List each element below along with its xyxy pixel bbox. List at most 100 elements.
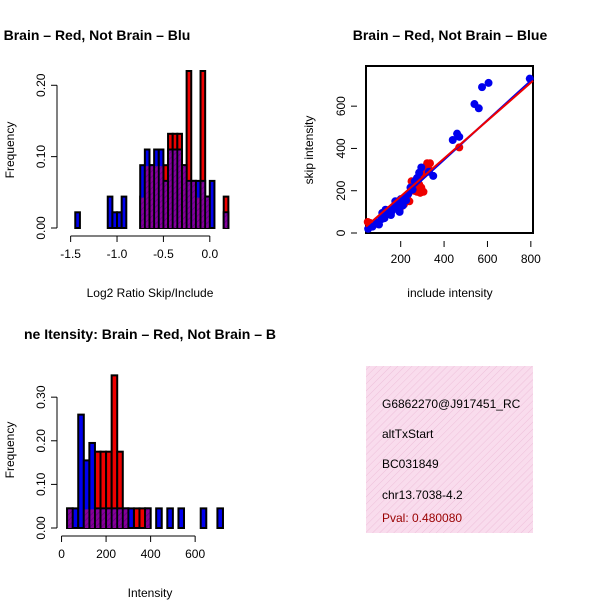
not-brain-bar: [74, 211, 81, 230]
intensity-histogram-panel: ne Itensity: Brain – Red, Not Brain – B …: [3, 326, 276, 600]
overlap-bar: [159, 166, 163, 228]
not-brain-point: [448, 135, 457, 144]
not-brain-point: [429, 171, 438, 180]
ratio-x-tick-label: -0.5: [153, 247, 174, 261]
overlap-bar: [118, 509, 122, 528]
accession-text: BC031849: [382, 457, 439, 471]
not-brain-point: [478, 83, 487, 92]
not-brain-bar: [208, 179, 216, 229]
not-brain-point: [474, 104, 483, 113]
intensity-x-tick-label: 600: [185, 547, 205, 561]
location-text: chr13.7038-4.2: [382, 488, 463, 502]
not-brain-point: [395, 207, 404, 216]
overlap-bar: [150, 166, 154, 228]
not-brain-bar: [155, 507, 163, 529]
intensity-histogram-title: ne Itensity: Brain – Red, Not Brain – B: [24, 326, 276, 342]
scatter-y-tick-label: 400: [334, 138, 348, 158]
ratio-y-tick-label: 0.10: [34, 145, 48, 169]
intensity-x-tick-label: 400: [141, 547, 161, 561]
intensity-y-tick-label: 0.00: [34, 516, 48, 540]
event-type-text: altTxStart: [382, 427, 434, 441]
not-brain-point: [484, 78, 493, 87]
ratio-histogram-bars: [74, 70, 230, 230]
intensity-x-tick-label: 0: [58, 547, 65, 561]
overlap-bar: [141, 197, 144, 228]
intensity-histogram-y-axis: 0.00 0.10 0.20 0.30: [34, 385, 58, 540]
scatter-y-axis: 0 200 400 600: [334, 96, 357, 236]
overlap-bar: [192, 181, 195, 228]
intensity-histogram-xlabel: Intensity: [128, 586, 173, 600]
ratio-y-tick-label: 0.20: [34, 73, 48, 97]
scatter-y-tick-label: 0: [334, 229, 348, 236]
scatter-points: [363, 74, 534, 233]
overlap-bar: [112, 509, 117, 528]
probe-info-background: [366, 366, 533, 533]
intensity-histogram-ylabel: Frequency: [3, 422, 17, 479]
brain-fit-line: [365, 80, 534, 228]
brain-point: [425, 159, 434, 168]
pval-text: Pval: 0.480080: [382, 511, 462, 525]
overlap-bar: [90, 509, 94, 528]
overlap-bar: [155, 166, 158, 228]
intensity-y-tick-label: 0.30: [34, 385, 48, 409]
scatter-x-tick-label: 400: [434, 252, 454, 266]
brain-point: [419, 187, 428, 196]
overlap-bar: [145, 166, 149, 228]
not-brain-bar: [166, 507, 174, 529]
not-brain-bar: [120, 195, 128, 230]
not-brain-point: [402, 196, 411, 205]
scatter-x-tick-label: 800: [521, 252, 541, 266]
intensity-histogram-x-axis: 0 200 400 600: [58, 535, 205, 561]
scatter-title: Brain – Red, Not Brain – Blue: [353, 27, 548, 43]
ratio-x-tick-label: -1.0: [107, 247, 128, 261]
not-brain-bar: [177, 507, 186, 529]
scatter-ylabel: skip intensity: [302, 116, 316, 185]
not-brain-point: [455, 132, 464, 141]
overlap-bar: [178, 150, 181, 228]
scatter-x-tick-label: 200: [391, 252, 411, 266]
probe-info-panel: G6862270@J917451_RC altTxStart BC031849 …: [366, 366, 533, 533]
overlap-bar: [123, 509, 128, 528]
overlap-bar: [182, 166, 186, 228]
overlap-bar: [84, 509, 89, 528]
overlap-bar: [187, 181, 191, 228]
intensity-scatter-panel: Brain – Red, Not Brain – Blue include in…: [302, 27, 547, 300]
overlap-bar: [101, 509, 106, 528]
ratio-x-tick-label: -1.5: [60, 247, 81, 261]
ratio-y-tick-label: 0.00: [34, 216, 48, 240]
overlap-bar: [201, 181, 205, 228]
overlap-bar: [146, 509, 150, 528]
ratio-histogram-ylabel: Frequency: [3, 122, 17, 179]
overlap-bar: [169, 150, 172, 228]
scatter-frame: [365, 65, 534, 234]
overlap-bar: [173, 150, 177, 228]
not-brain-point: [417, 163, 426, 172]
scatter-y-tick-label: 200: [334, 180, 348, 200]
overlap-bar: [206, 197, 209, 228]
intensity-y-tick-label: 0.10: [34, 472, 48, 496]
scatter-x-tick-label: 600: [477, 252, 497, 266]
ratio-x-tick-label: 0.0: [201, 247, 218, 261]
not-brain-bar: [127, 507, 135, 529]
ratio-histogram-x-axis: -1.5 -1.0 -0.5 0.0: [60, 235, 218, 261]
overlap-bar: [196, 197, 200, 228]
overlap-bar: [68, 509, 72, 528]
overlap-bar: [224, 213, 228, 228]
ratio-histogram-y-axis: 0.00 0.10 0.20: [34, 73, 58, 240]
ratio-histogram-title: RatioData: Brain – Red, Not Brain – Blu: [0, 27, 190, 43]
scatter-xlabel: include intensity: [407, 286, 492, 300]
scatter-y-tick-label: 600: [334, 96, 348, 116]
intensity-histogram-bars: [66, 374, 224, 530]
intensity-y-tick-label: 0.20: [34, 429, 48, 453]
overlap-bar: [164, 181, 168, 228]
scatter-x-axis: 200 400 600 800: [391, 241, 541, 266]
intensity-x-tick-label: 200: [96, 547, 116, 561]
ratio-histogram-xlabel: Log2 Ratio Skip/Include: [87, 286, 214, 300]
ratio-histogram-panel: RatioData: Brain – Red, Not Brain – Blu …: [0, 27, 230, 300]
overlap-bar: [107, 509, 111, 528]
overlap-bar: [95, 509, 100, 528]
not-brain-bar: [199, 507, 208, 529]
probe-id-text: G6862270@J917451_RC: [382, 397, 521, 411]
not-brain-bar: [216, 507, 224, 529]
